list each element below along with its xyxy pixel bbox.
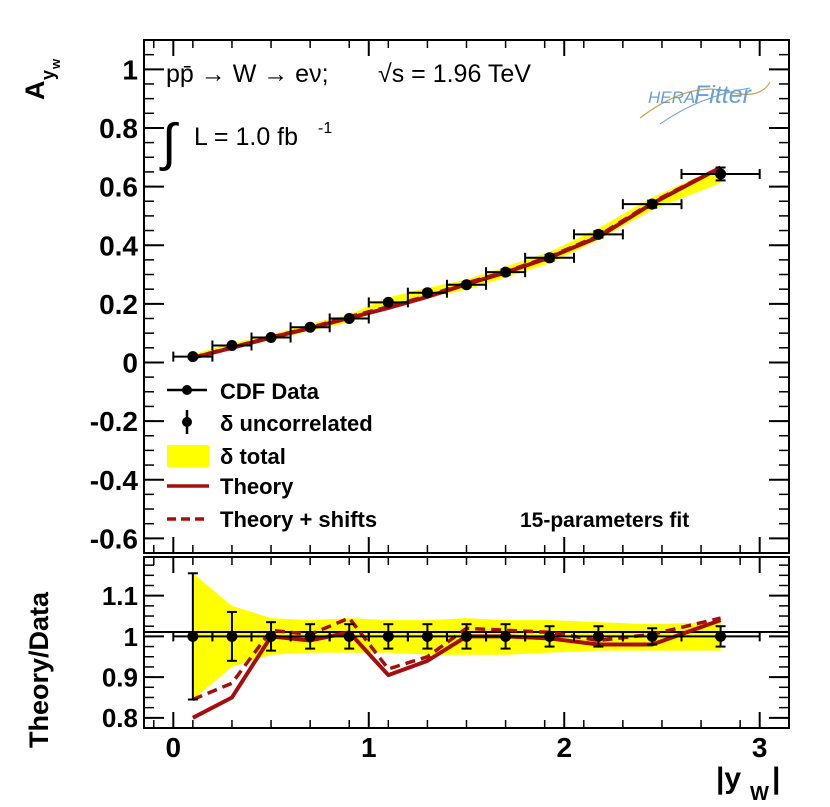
ratio-data-points [172,572,761,701]
logo-hera-text: HERA [648,88,695,107]
main-band-polygon [192,166,721,358]
legend-item-theory-shifts: Theory + shifts [167,507,377,532]
legend-label-total: δ total [220,444,286,469]
main-y-tick-label: 0.6 [99,172,138,203]
main-data-point [343,312,355,324]
ratio-y-tick-label: 1 [124,622,138,652]
luminosity-exponent: -1 [318,120,332,137]
logo-fitter-text: Fitter [694,81,753,109]
main-theory-line [192,165,722,360]
legend-marker-cdf [182,385,192,395]
process-annotation: pp̄ → W → eν; [166,60,329,88]
logo-swoosh-blue [659,87,751,125]
x-axis-label: |y W | [716,762,780,805]
main-data-point [187,351,199,363]
legend-item-theory: Theory [167,474,294,499]
x-label-main: |y [716,762,741,795]
main-data-point [382,296,394,308]
main-panel: 1 0.8 0.6 0.4 0.2 0 -0.2 -0.4 -0.6 A y w pp̄ → W… [20,39,790,554]
herafitter-logo: HERA Fitter [639,81,771,125]
ratio-data-point [187,630,199,642]
ratio-y-tick-label: 0.8 [102,703,138,733]
main-y-tick-label: 0.2 [99,289,138,320]
main-y-tick-label: -0.6 [90,523,138,554]
legend-item-total: δ total [167,444,286,469]
ratio-data-point [343,630,355,642]
ratio-data-point [461,630,472,642]
main-data-points [172,166,761,363]
ratio-x-axis-ticks: 0 1 2 3 [153,557,768,763]
main-data-point [304,321,316,333]
main-total-uncertainty-band [192,166,721,358]
legend: CDF Data δ uncorrelated δ total Theory T… [167,379,377,532]
ratio-y-tick-label: 0.9 [102,662,138,692]
main-y-axis-ticks: 1 0.8 0.6 0.4 0.2 0 -0.2 -0.4 -0.6 [90,53,789,554]
main-y-tick-label: -0.2 [90,406,138,437]
ratio-y-axis-ticks: 1.1 1 0.9 0.8 [102,564,789,733]
integral-symbol: ∫ [159,114,179,172]
legend-label-theory-shifts: Theory + shifts [220,507,377,532]
y-label-sub: y [38,70,58,80]
main-data-point [421,287,433,299]
x-tick-label: 1 [361,732,377,763]
x-tick-label: 3 [752,732,768,763]
main-y-tick-label: 0.8 [99,113,138,144]
ratio-data-point [265,630,277,642]
x-tick-label: 0 [166,732,182,763]
x-tick-label: 2 [556,732,572,763]
ratio-theory-shifts-line [192,616,721,702]
legend-item-uncorrelated: δ uncorrelated [182,410,373,436]
main-y-tick-label: -0.4 [90,465,139,496]
fit-label: 15-parameters fit [520,509,689,532]
main-data-point [646,198,658,210]
ratio-data-point [382,630,394,642]
main-data-point [592,228,604,240]
main-data-point [500,266,512,278]
main-theory-shifts-line [192,165,722,360]
main-data-point [544,252,556,264]
y-label-subsub: w [48,58,63,70]
legend-label-cdf-data: CDF Data [220,379,320,404]
main-data-point [715,168,727,180]
ratio-data-point [226,630,238,642]
legend-band-total [167,445,209,467]
y-label-main: A [20,81,50,101]
main-y-tick-label: 1 [122,54,138,85]
ratio-data-point [592,630,604,642]
legend-label-theory: Theory [220,474,294,499]
main-data-point [265,332,277,344]
luminosity-annotation: L = 1.0 fb [194,123,298,151]
main-theory-series [192,165,722,360]
main-x-axis-ticks [153,40,761,553]
ratio-panel: 1.1 1 0.9 0.8 0 1 2 3 Theory/Data |y W | [24,556,790,805]
main-y-tick-label: 0 [122,348,138,379]
sqrt-s-annotation: √s = 1.96 TeV [378,60,531,88]
ratio-data-point [304,630,316,642]
ratio-data-point [715,630,727,642]
main-y-tick-label: 0.4 [99,230,138,261]
x-label-end: | [772,762,780,795]
ratio-y-axis-label: Theory/Data [24,591,54,748]
ratio-data-point [421,630,433,642]
ratio-data-point [646,630,658,642]
legend-item-cdf-data: CDF Data [167,379,320,404]
legend-label-uncorrelated: δ uncorrelated [220,411,373,436]
main-data-point [461,279,472,291]
ratio-y-tick-label: 1.1 [102,581,138,611]
legend-marker-uncorrelated [182,417,192,427]
logo-swoosh-gold [639,81,771,119]
main-data-point [226,339,238,351]
ratio-data-point [544,630,556,642]
main-y-axis-label: A y w [20,58,63,100]
ratio-data-point [500,630,512,642]
x-label-sub: W [750,783,769,805]
